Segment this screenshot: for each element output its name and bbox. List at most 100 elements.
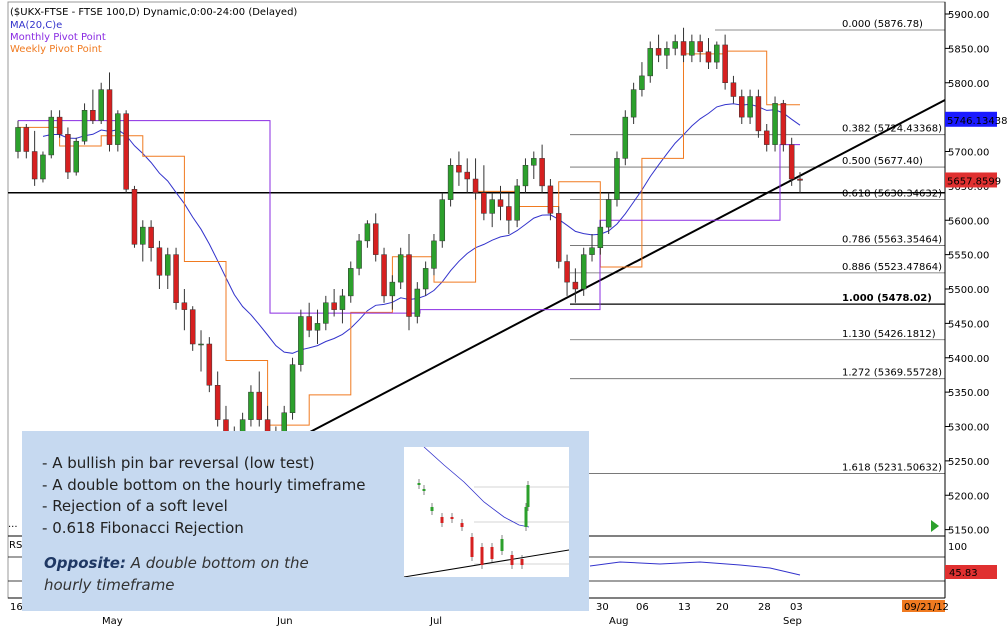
x-day-label: 28 <box>758 602 771 613</box>
y-tick-label: 5900.00 <box>948 10 989 21</box>
chart-title: ($UKX-FTSE - FTSE 100,D) Dynamic,0:00-24… <box>10 7 297 18</box>
candle-body <box>772 103 778 145</box>
price-tag-box <box>945 172 997 188</box>
candle-body <box>755 96 762 132</box>
candle-body <box>206 343 213 386</box>
candle-body <box>148 226 154 248</box>
date-tag-label: 09/21/12 <box>904 602 949 613</box>
candle-body <box>372 223 379 255</box>
candle-body <box>314 323 321 331</box>
fib-label: 0.786 (5563.35464) <box>842 234 942 245</box>
candle-body <box>406 254 412 317</box>
marker-dots: ··· <box>8 522 18 533</box>
candle-body <box>23 127 30 152</box>
candle-body <box>289 364 296 413</box>
candle-body <box>747 96 753 118</box>
x-month-label: Jul <box>429 616 442 627</box>
hourly-inset-chart <box>403 446 570 578</box>
legend-monthly-pivot: Monthly Pivot Point <box>10 32 106 43</box>
candle-body <box>447 165 454 200</box>
fib-label: 1.000 (5478.02) <box>842 293 932 304</box>
annotation-box: A bullish pin bar reversal (low test) A … <box>22 431 589 611</box>
fib-label: 1.618 (5231.50632) <box>842 463 942 474</box>
candle-body <box>356 240 362 269</box>
candle-body <box>481 192 487 214</box>
candle-body <box>780 103 787 145</box>
candle-body <box>730 82 737 97</box>
candle-body <box>655 48 662 56</box>
candle-body <box>81 110 88 142</box>
candle-body <box>531 158 537 166</box>
candle-body <box>622 116 629 159</box>
candle-body <box>173 254 179 303</box>
candle-body <box>40 154 46 180</box>
arrow-icon <box>931 520 939 532</box>
inset-candle-body <box>430 507 434 511</box>
fib-label: 1.130 (5426.1812) <box>842 329 936 340</box>
candle-body <box>547 185 554 214</box>
candle-body <box>497 199 504 207</box>
inset-candle-body <box>440 517 444 523</box>
candle-body <box>73 140 79 173</box>
price-tag-label: 5746.13438 <box>947 116 1007 127</box>
rsi-label: RS <box>9 540 22 551</box>
candle-body <box>248 391 254 420</box>
weekly-pivot-line <box>18 50 800 426</box>
x-day-label: 20 <box>716 602 729 613</box>
fib-label: 0.618 (5630.34632) <box>842 188 942 199</box>
candle-body <box>90 110 96 121</box>
candle-body <box>614 158 620 200</box>
x-month-label: Aug <box>609 616 629 627</box>
candle-body <box>31 151 38 180</box>
legend-ma: MA(20,C)e <box>10 20 62 31</box>
candle-body <box>664 48 670 56</box>
fib-label: 0.382 (5724.43368) <box>842 124 942 135</box>
y-tick-label: 5150.00 <box>948 526 989 537</box>
candle-body <box>339 295 346 310</box>
candle-body <box>331 302 337 310</box>
x-day-label: 16 <box>10 602 23 613</box>
inset-candle-body <box>510 555 514 565</box>
y-tick-label: 5250.00 <box>948 457 989 468</box>
candle-body <box>564 261 570 283</box>
inset-candle-body <box>422 489 426 491</box>
candle-body <box>647 48 654 77</box>
x-month-label: Jun <box>276 616 293 627</box>
candle-body <box>714 44 720 63</box>
x-month-label: Sep <box>783 616 802 627</box>
opposite-text: A double bottom on the hourly timeframe <box>44 554 309 594</box>
y-tick-label: 5400.00 <box>948 354 989 365</box>
monthly-pivot-line <box>18 120 800 314</box>
y-tick-label: 5450.00 <box>948 319 989 330</box>
candle-body <box>198 343 204 346</box>
legend-weekly-pivot: Weekly Pivot Point <box>10 44 102 55</box>
y-tick-label: 5550.00 <box>948 251 989 262</box>
candle-body <box>422 268 429 290</box>
rsi-level-label: 100 <box>948 542 967 553</box>
annotation-list: A bullish pin bar reversal (low test) A … <box>42 453 366 540</box>
inset-candle-body <box>520 559 524 565</box>
inset-svg <box>403 446 570 578</box>
candle-body <box>539 158 545 187</box>
candle-body <box>364 223 371 242</box>
candle-body <box>389 281 396 297</box>
candle-body <box>788 144 795 180</box>
candle-body <box>555 213 562 262</box>
candle-body <box>256 391 263 420</box>
candle-body <box>797 178 803 181</box>
inset-candle-body <box>490 547 494 559</box>
candle-body <box>431 240 437 269</box>
annotation-bullet: A bullish pin bar reversal (low test) <box>42 453 366 475</box>
candle-body <box>181 302 188 310</box>
annotation-bullet: 0.618 Fibonacci Rejection <box>42 518 366 540</box>
candle-body <box>639 75 645 90</box>
candle-body <box>514 185 520 221</box>
candle-body <box>522 165 529 187</box>
x-day-label: 13 <box>678 602 691 613</box>
candle-body <box>131 189 138 245</box>
y-tick-label: 5700.00 <box>948 148 989 159</box>
rsi-series <box>589 561 801 576</box>
fib-label: 0.000 (5876.78) <box>842 19 923 30</box>
candle-body <box>214 385 221 420</box>
candle-body <box>472 178 479 193</box>
